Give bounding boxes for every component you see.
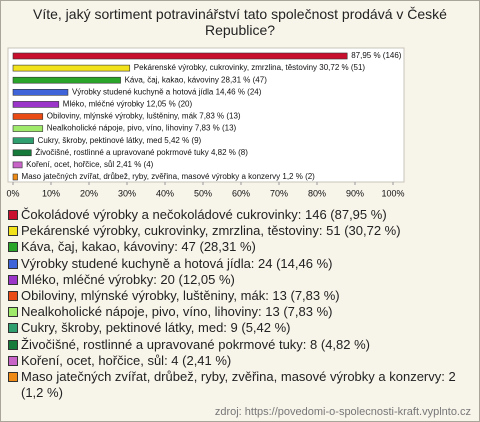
bar — [12, 52, 348, 60]
x-tick-label: 0% — [6, 188, 19, 198]
legend-swatch — [8, 323, 18, 334]
legend-item: Mléko, mléčné výrobky: 20 (12,05 %) — [7, 272, 473, 288]
legend-item: Maso jatečných zvířat, drůbež, ryby, zvě… — [7, 369, 473, 401]
x-tick-label: 20% — [80, 188, 98, 198]
legend-label: Čokoládové výrobky a nečokoládové cukrov… — [21, 207, 387, 222]
legend-swatch — [8, 242, 18, 253]
bar — [12, 76, 121, 84]
bar — [12, 101, 60, 108]
source: zdroj: https://povedomi-o-spolecnosti-kr… — [214, 406, 471, 418]
legend-item: Obiloviny, mlýnské výrobky, luštěniny, m… — [7, 288, 473, 304]
bar — [12, 173, 18, 181]
bar — [12, 149, 32, 157]
legend-label: Nealkoholické nápoje, pivo, víno, lihovi… — [21, 304, 333, 320]
legend-label: Maso jatečných zvířat, drůbež, ryby, zvě… — [21, 369, 456, 401]
x-tick-label: 60% — [232, 188, 250, 198]
x-tick-label: 100% — [381, 188, 404, 198]
data-label: Koření, ocet, hořčice, sůl 2,41 % (4) — [26, 160, 154, 169]
data-label: Mléko, mléčné výrobky 12,05 % (20) — [63, 100, 193, 109]
bar — [12, 113, 44, 120]
legend-swatch — [8, 258, 18, 269]
legend-swatch — [8, 307, 18, 318]
legend-swatch — [8, 274, 18, 285]
bar — [12, 64, 131, 72]
legend-label: Cukry, škroby, pektinové látky, med: 9 (… — [21, 320, 291, 336]
legend-swatch — [8, 339, 18, 350]
x-tick-label: 70% — [270, 188, 288, 198]
x-tick-label: 40% — [156, 188, 174, 198]
bar — [12, 161, 23, 169]
data-label: Maso jatečných zvířat, drůbež, ryby, zvě… — [22, 172, 316, 181]
legend-swatch — [8, 355, 18, 366]
legend-label: Káva, čaj, kakao, kávoviny: 47 (28,31 %) — [21, 239, 256, 255]
legend-label: Mléko, mléčné výrobky: 20 (12,05 %) — [21, 271, 235, 287]
legend-label: Živočišné, rostlinné a upravované pokrmo… — [21, 336, 371, 352]
data-label: Výrobky studené kuchyně a hotová jídla 1… — [72, 87, 262, 96]
legend-item: Koření, ocet, hořčice, sůl: 4 (2,41 %) — [7, 353, 473, 369]
x-tick-label: 30% — [118, 188, 136, 198]
legend-label: Výrobky studené kuchyně a hotová jídla: … — [21, 255, 333, 271]
data-label: 87,95 % (146) — [351, 51, 402, 60]
data-label: Obiloviny, mlýnské výrobky, luštěniny, m… — [47, 112, 241, 121]
bar — [12, 125, 44, 132]
x-tick-label: 10% — [42, 188, 60, 198]
legend-swatch — [8, 372, 18, 383]
data-label: Cukry, škroby, pektinové látky, med 5,42… — [38, 136, 202, 145]
x-tick-label: 50% — [194, 188, 212, 198]
legend-item: Živočišné, rostlinné a upravované pokrmo… — [7, 337, 473, 353]
legend-label: Obiloviny, mlýnské výrobky, luštěniny, m… — [21, 288, 340, 304]
data-label: Káva, čaj, kakao, kávoviny 28,31 % (47) — [125, 75, 268, 84]
data-label: Živočišné, rostlinné a upravované pokrmo… — [35, 148, 248, 157]
legend-item: Čokoládové výrobky a nečokoládové cukrov… — [7, 207, 473, 223]
x-tick-label: 90% — [346, 188, 364, 198]
legend: Čokoládové výrobky a nečokoládové cukrov… — [7, 207, 473, 401]
chart-title: Víte, jaký sortiment potravinářství tato… — [33, 6, 447, 38]
legend-item: Výrobky studené kuchyně a hotová jídla: … — [7, 256, 473, 272]
legend-item: Pekárenské výrobky, cukrovinky, zmrzlina… — [7, 223, 473, 239]
x-tick-label: 80% — [308, 188, 326, 198]
legend-swatch — [8, 210, 18, 220]
legend-swatch — [8, 291, 18, 302]
data-label: Pekárenské výrobky, cukrovinky, zmrzlina… — [134, 63, 366, 72]
legend-item: Káva, čaj, kakao, kávoviny: 47 (28,31 %) — [7, 239, 473, 255]
bar — [12, 137, 34, 144]
legend-swatch — [8, 226, 18, 237]
legend-item: Nealkoholické nápoje, pivo, víno, lihovi… — [7, 304, 473, 320]
bar — [12, 88, 69, 96]
legend-label: Pekárenské výrobky, cukrovinky, zmrzlina… — [21, 223, 401, 239]
legend-label: Koření, ocet, hořčice, sůl: 4 (2,41 %) — [21, 352, 232, 368]
legend-item: Cukry, škroby, pektinové látky, med: 9 (… — [7, 320, 473, 336]
data-label: Nealkoholické nápoje, pivo, víno, lihovi… — [47, 124, 237, 133]
plot: 0% 10% 20% 30% 40% 50% 60% 70% 80% 90% 100% 87,95 %… — [6, 47, 405, 198]
